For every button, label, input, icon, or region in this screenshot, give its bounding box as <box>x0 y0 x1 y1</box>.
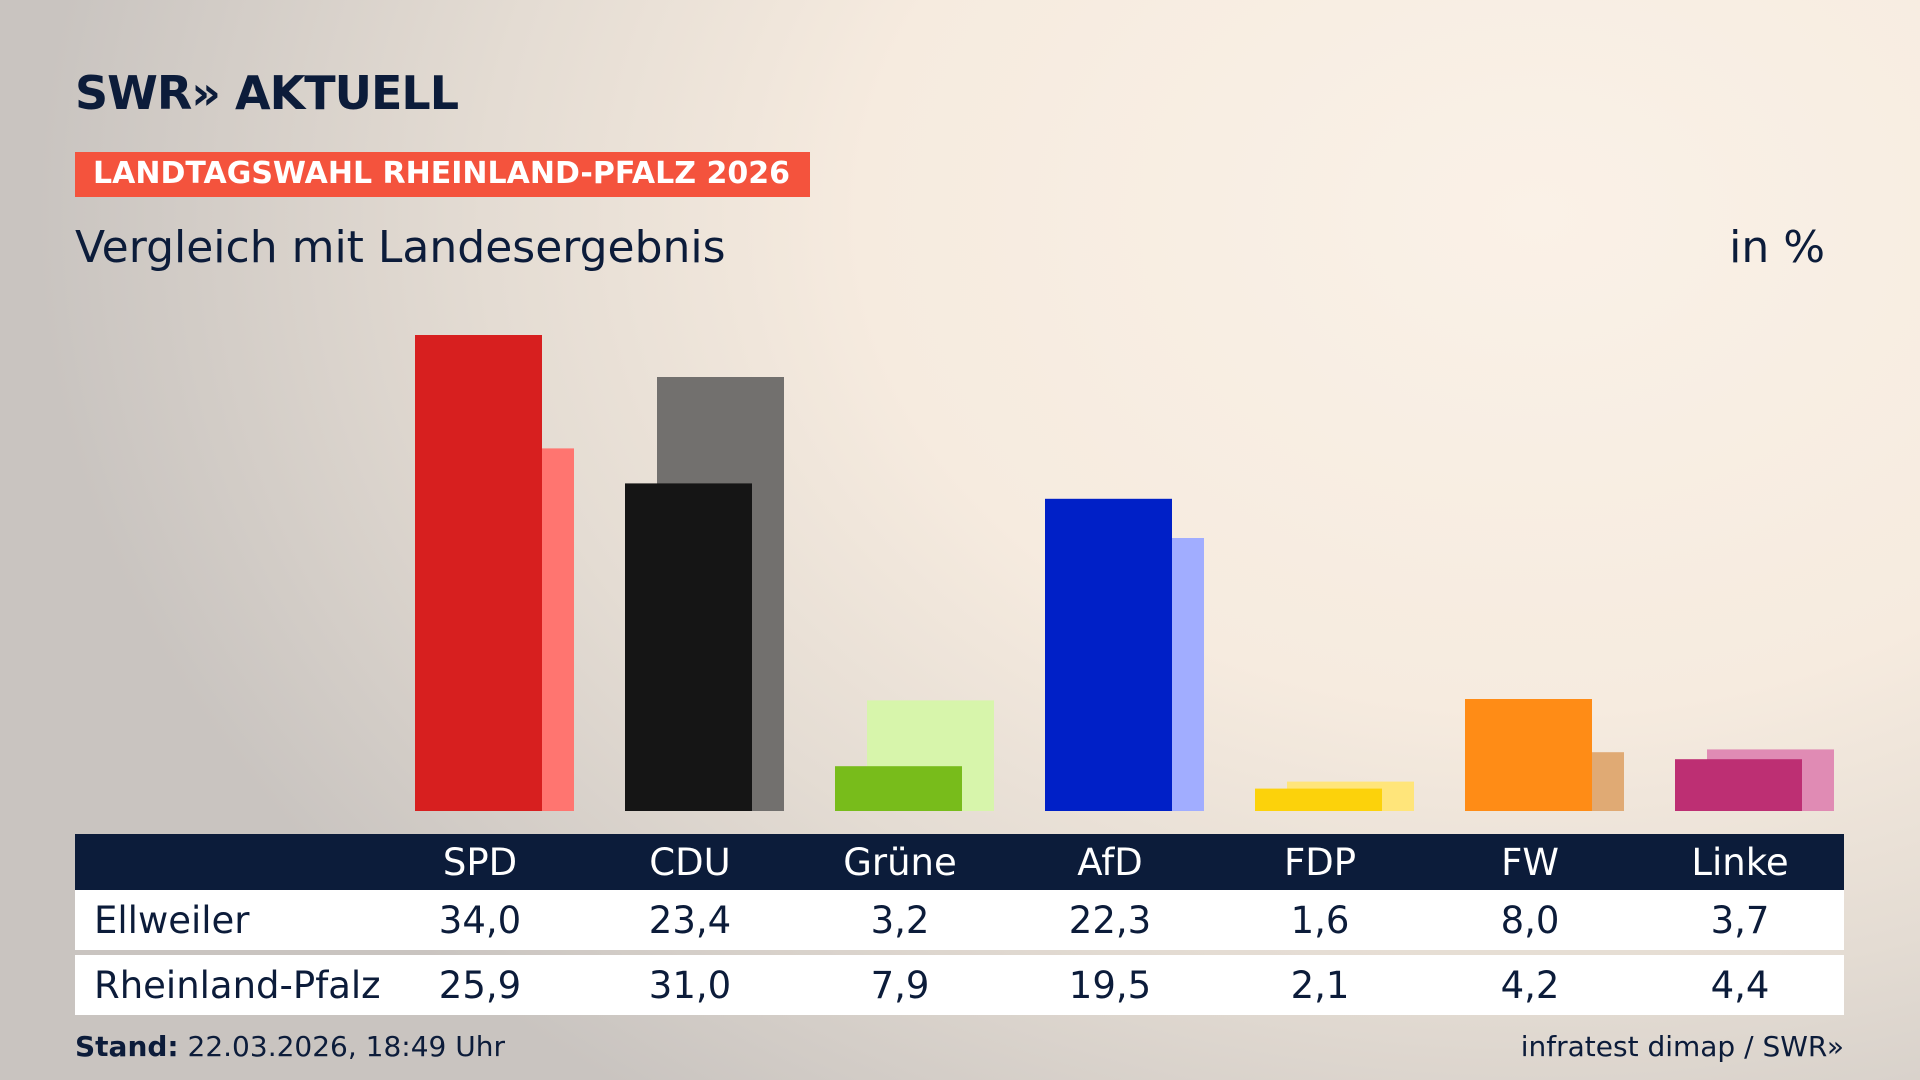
table-row: Ellweiler 34,0 23,4 3,2 22,3 1,6 8,0 3,7 <box>75 890 1844 950</box>
stand-label: Stand: <box>75 1030 179 1063</box>
bar <box>1255 788 1382 811</box>
footer: Stand: 22.03.2026, 18:49 Uhr <box>75 1030 505 1063</box>
value-cell: 1,6 <box>1290 898 1350 942</box>
value-cell: 7,9 <box>870 963 930 1007</box>
bar <box>415 335 542 811</box>
bar <box>835 766 962 811</box>
row-label: Ellweiler <box>94 898 250 942</box>
column-header: Grüne <box>843 840 957 884</box>
unit-label: in % <box>1729 222 1825 273</box>
row-label: Rheinland-Pfalz <box>94 963 381 1007</box>
brand-logo: SWR» AKTUELL <box>75 66 459 120</box>
value-cell: 4,4 <box>1710 963 1770 1007</box>
kicker-badge: LANDTAGSWAHL RHEINLAND-PFALZ 2026 <box>75 152 810 197</box>
value-cell: 8,0 <box>1500 898 1560 942</box>
value-cell: 22,3 <box>1068 898 1152 942</box>
bar <box>1045 498 1172 811</box>
bar-chart <box>415 335 1834 811</box>
column-header: AfD <box>1077 840 1143 884</box>
column-header: FW <box>1501 840 1559 884</box>
value-cell: 31,0 <box>648 963 732 1007</box>
bar <box>625 483 752 811</box>
value-cell: 19,5 <box>1068 963 1152 1007</box>
column-header: SPD <box>442 840 518 884</box>
chart-title: Vergleich mit Landesergebnis <box>75 222 726 273</box>
bar <box>1465 699 1592 811</box>
table-header: SPD CDU Grüne AfD FDP FW Linke <box>75 834 1844 890</box>
results-table: SPD CDU Grüne AfD FDP FW Linke Ellweiler 34,0 23,… <box>75 834 1844 1020</box>
value-cell: 2,1 <box>1290 963 1350 1007</box>
value-cell: 25,9 <box>438 963 522 1007</box>
column-header: CDU <box>649 840 731 884</box>
value-cell: 4,2 <box>1500 963 1560 1007</box>
bar <box>1675 759 1802 811</box>
column-header: FDP <box>1283 840 1357 884</box>
table-row: Rheinland-Pfalz 25,9 31,0 7,9 19,5 2,1 4,2 4,4 <box>75 955 1844 1015</box>
column-header: Linke <box>1691 840 1789 884</box>
value-cell: 23,4 <box>648 898 732 942</box>
source: infratest dimap / SWR» <box>1520 1030 1844 1063</box>
value-cell: 3,7 <box>1710 898 1770 942</box>
stand-date: 22.03.2026, 18:49 Uhr <box>187 1030 505 1063</box>
value-cell: 3,2 <box>870 898 930 942</box>
value-cell: 34,0 <box>438 898 522 942</box>
